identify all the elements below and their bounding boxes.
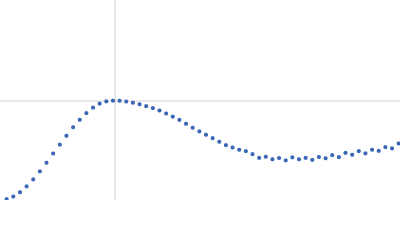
data-point <box>330 153 335 158</box>
data-point <box>37 169 42 174</box>
data-point <box>396 141 400 146</box>
data-point <box>217 139 222 144</box>
data-point <box>110 98 115 103</box>
data-point <box>310 157 315 162</box>
data-point <box>97 101 102 106</box>
data-point <box>11 194 16 199</box>
data-point <box>290 155 295 160</box>
data-point <box>383 145 388 150</box>
data-point <box>31 177 36 182</box>
data-point <box>184 121 189 126</box>
data-point <box>343 150 348 155</box>
data-point <box>77 117 82 122</box>
data-point <box>270 157 275 162</box>
data-point <box>150 106 155 111</box>
data-point <box>203 132 208 137</box>
data-point <box>356 149 361 154</box>
data-point <box>363 151 368 156</box>
data-point <box>223 143 228 148</box>
data-point <box>64 133 69 138</box>
data-point <box>297 157 302 162</box>
data-point <box>336 155 341 160</box>
data-point <box>177 117 182 122</box>
data-point <box>316 154 321 159</box>
data-point <box>376 148 381 153</box>
data-point <box>91 105 96 110</box>
data-point <box>44 160 49 165</box>
data-point <box>350 152 355 157</box>
data-point <box>237 147 242 152</box>
data-point <box>250 152 255 157</box>
data-point <box>170 114 175 119</box>
data-point <box>210 136 215 141</box>
data-point <box>277 156 282 161</box>
data-point <box>71 125 76 130</box>
data-point <box>144 104 149 109</box>
data-point <box>24 184 29 189</box>
data-point <box>130 100 135 105</box>
data-point <box>137 102 142 107</box>
data-point <box>230 145 235 150</box>
data-point <box>84 111 89 116</box>
data-point <box>370 147 375 152</box>
data-point <box>124 99 129 104</box>
data-point <box>57 142 62 147</box>
data-point <box>263 154 268 159</box>
data-point <box>190 125 195 130</box>
data-point <box>104 99 109 104</box>
data-point <box>164 111 169 116</box>
data-point <box>390 146 395 151</box>
data-point <box>283 158 288 163</box>
data-point <box>157 108 162 113</box>
data-point <box>17 190 22 195</box>
data-point <box>323 156 328 161</box>
data-point <box>51 151 56 156</box>
data-point <box>197 129 202 134</box>
data-point <box>303 155 308 160</box>
data-point <box>257 155 262 160</box>
chart <box>0 0 400 200</box>
data-point <box>243 149 248 154</box>
data-point <box>4 197 9 200</box>
data-point <box>117 98 122 103</box>
